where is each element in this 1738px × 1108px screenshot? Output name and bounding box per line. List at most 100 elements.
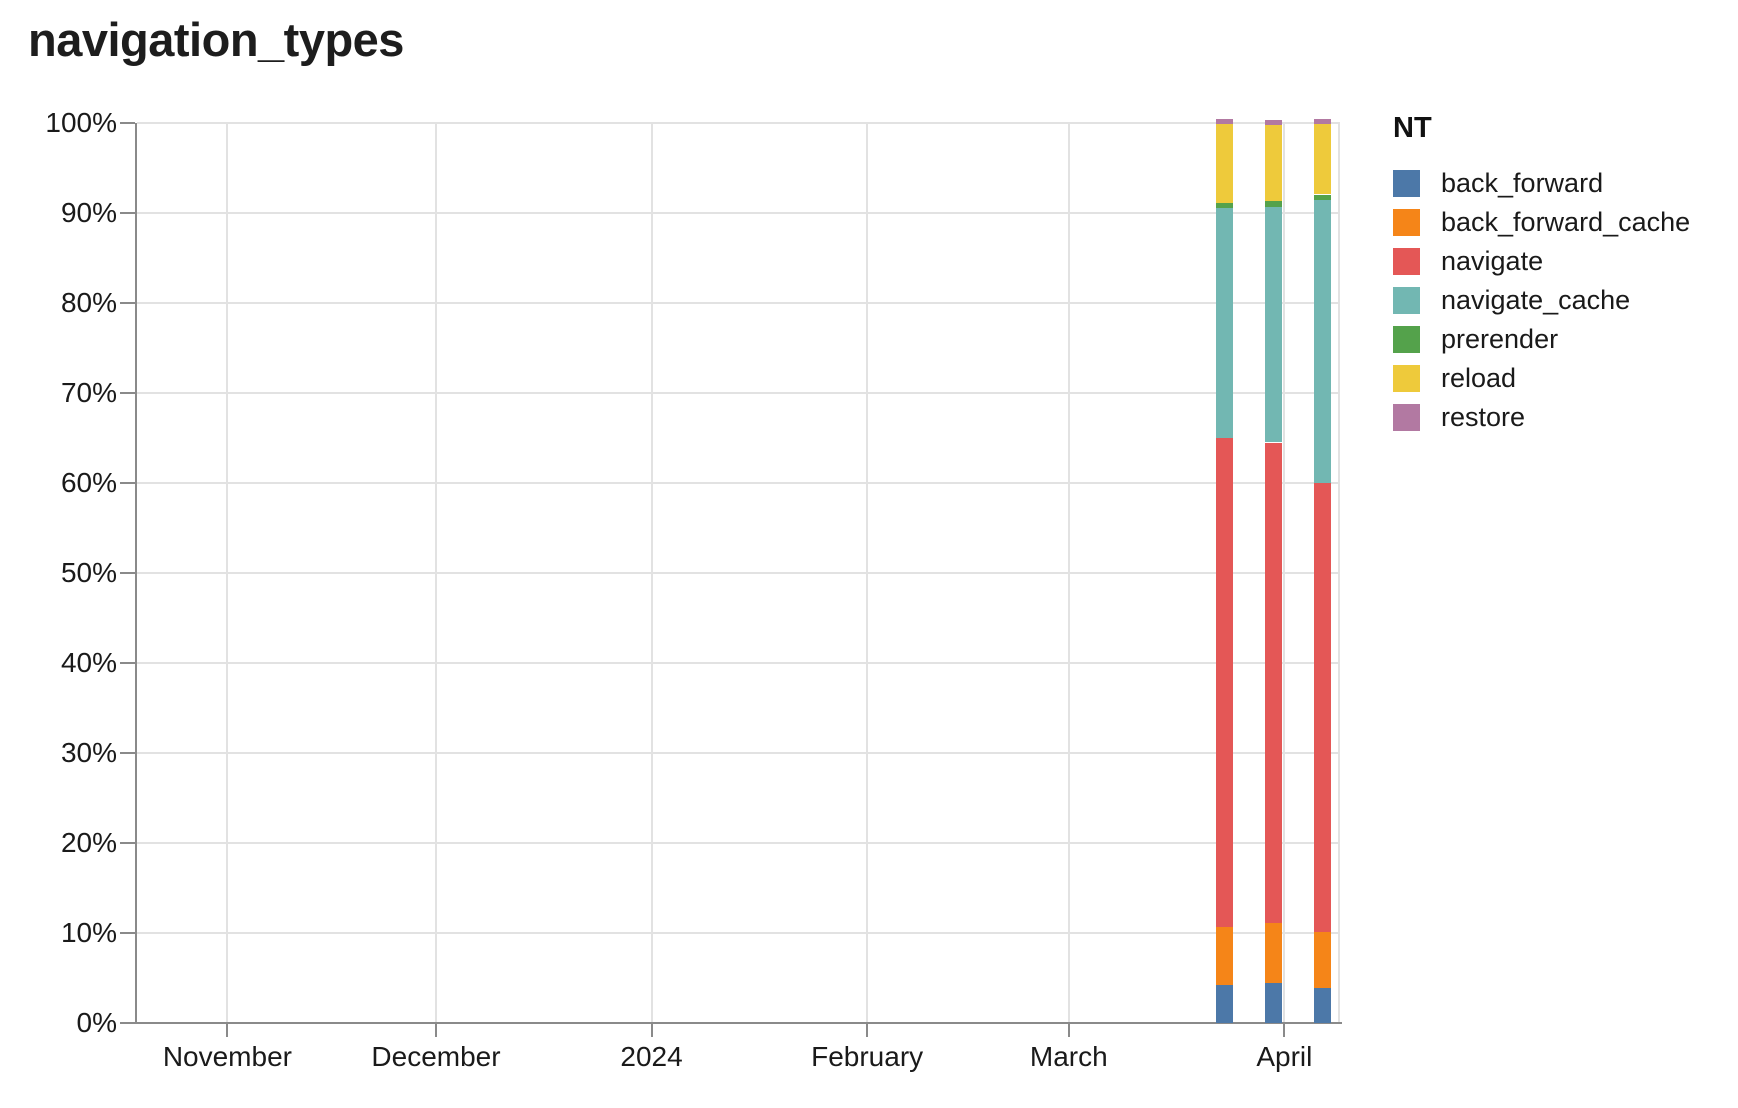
- plot-area: 0% 10% 20% 30% 40% 50% 60% 70% 80% 90% 100% Novembe…: [45, 107, 1342, 1072]
- y-axis-label: 10%: [60, 917, 117, 948]
- y-axis-line: [135, 123, 137, 1024]
- bar-segment-back_forward: [1313, 987, 1331, 1023]
- x-tick-mark: [650, 1022, 653, 1037]
- y-tick-mark: [120, 392, 135, 394]
- y-tick-mark: [120, 122, 135, 124]
- y-gridline-90: [137, 212, 1340, 214]
- x-tick-mark: [435, 1022, 437, 1037]
- y-gridline-40: [137, 662, 1340, 664]
- x-tick-mark: [1067, 1022, 1070, 1037]
- bar-segment-navigate_cache: [1313, 199, 1331, 483]
- legend-item-prerender: prerender: [1393, 326, 1690, 353]
- chart-title: navigation_types: [28, 13, 404, 66]
- x-axis-label: November: [162, 1041, 292, 1072]
- y-axis-label: 30%: [60, 737, 117, 768]
- legend-swatch-navigate_cache: [1393, 287, 1420, 314]
- bar-segment-prerender: [1216, 202, 1234, 208]
- bar-segment-navigate_cache: [1264, 206, 1282, 443]
- y-axis-label: 40%: [60, 647, 117, 678]
- y-axis-label: 70%: [60, 377, 117, 408]
- legend-swatch-prerender: [1393, 326, 1420, 353]
- bar-segment-navigate: [1313, 483, 1331, 933]
- legend-label: reload: [1441, 363, 1517, 393]
- x-gridline: [226, 123, 229, 1023]
- bar-segment-back_forward_cache: [1313, 932, 1331, 988]
- y-gridline-70: [137, 392, 1340, 394]
- legend-label: back_forward: [1441, 168, 1604, 198]
- x-gridline: [1283, 123, 1286, 1023]
- bar-segment-restore: [1216, 119, 1234, 125]
- bar-segment-navigate: [1216, 438, 1234, 927]
- x-tick-mark: [866, 1022, 869, 1037]
- y-tick-mark: [120, 752, 135, 754]
- legend-swatch-back_forward_cache: [1393, 209, 1420, 236]
- bar-segment-reload: [1264, 124, 1282, 202]
- x-gridline: [1067, 123, 1070, 1023]
- legend-item-back_forward_cache: back_forward_cache: [1393, 209, 1690, 236]
- x-axis-label: March: [1029, 1041, 1108, 1072]
- x-axis-label: February: [811, 1041, 924, 1072]
- bar-segment-back_forward: [1216, 985, 1234, 1023]
- legend-items: back_forward back_forward_cache navigate na…: [1393, 170, 1690, 431]
- y-tick-mark: [120, 302, 135, 304]
- x-axis-line: [135, 1022, 1342, 1024]
- y-tick-mark: [120, 842, 135, 844]
- bar-segment-prerender: [1264, 201, 1282, 207]
- y-gridline-50: [137, 572, 1340, 574]
- y-tick-mark: [120, 932, 135, 934]
- x-tick-mark: [1283, 1022, 1286, 1037]
- y-gridline-60: [137, 482, 1340, 484]
- y-axis-label: 0%: [76, 1007, 117, 1038]
- legend-item-reload: reload: [1393, 365, 1690, 392]
- legend-item-navigate: navigate: [1393, 248, 1690, 275]
- bar-segment-back_forward: [1264, 983, 1282, 1023]
- y-gridline-20: [137, 842, 1340, 844]
- y-tick-mark: [120, 662, 135, 664]
- y-gridline-10: [137, 932, 1340, 934]
- legend-swatch-restore: [1393, 404, 1420, 431]
- legend-label: prerender: [1441, 324, 1559, 354]
- bar-segment-reload: [1313, 124, 1331, 195]
- legend-swatch-back_forward: [1393, 170, 1420, 197]
- bar-segment-back_forward_cache: [1216, 926, 1234, 986]
- x-axis-label: December: [371, 1041, 501, 1072]
- x-gridline: [435, 123, 437, 1023]
- y-tick-mark: [120, 482, 135, 484]
- x-gridline: [650, 123, 653, 1023]
- y-tick-mark: [120, 572, 135, 574]
- legend-item-restore: restore: [1393, 404, 1690, 431]
- bar-segment-restore: [1264, 119, 1282, 125]
- legend-label: navigate_cache: [1441, 285, 1631, 315]
- y-gridline-30: [137, 752, 1340, 754]
- bar-segment-back_forward_cache: [1264, 923, 1282, 984]
- legend-title: NT: [1393, 112, 1432, 144]
- legend-item-back_forward: back_forward: [1393, 170, 1690, 197]
- y-gridline-100: [137, 122, 1340, 124]
- y-axis-label: 50%: [60, 557, 117, 588]
- legend-label: restore: [1441, 402, 1526, 432]
- y-axis-label: 80%: [60, 287, 117, 318]
- y-axis-label: 90%: [60, 197, 117, 228]
- y-tick-mark: [120, 212, 135, 214]
- y-axis-label: 20%: [60, 827, 117, 858]
- x-axis-label: 2024: [620, 1041, 683, 1072]
- y-tick-mark: [120, 1022, 135, 1024]
- bar-segment-navigate: [1264, 442, 1282, 924]
- bar-segment-prerender: [1313, 194, 1331, 200]
- x-gridline: [866, 123, 869, 1023]
- bar-segment-navigate_cache: [1216, 207, 1234, 438]
- y-gridline-80: [137, 302, 1340, 304]
- legend-label: back_forward_cache: [1441, 207, 1691, 237]
- legend-swatch-reload: [1393, 365, 1420, 392]
- x-tick-mark: [226, 1022, 229, 1037]
- y-axis-label: 60%: [60, 467, 117, 498]
- legend-swatch-navigate: [1393, 248, 1420, 275]
- x-axis-label: April: [1256, 1041, 1313, 1072]
- y-axis-label: 100%: [45, 107, 117, 138]
- bar-segment-restore: [1313, 119, 1331, 125]
- legend-label: navigate: [1441, 246, 1544, 276]
- plot-right-border: [1338, 123, 1340, 1023]
- bar-segment-reload: [1216, 124, 1234, 203]
